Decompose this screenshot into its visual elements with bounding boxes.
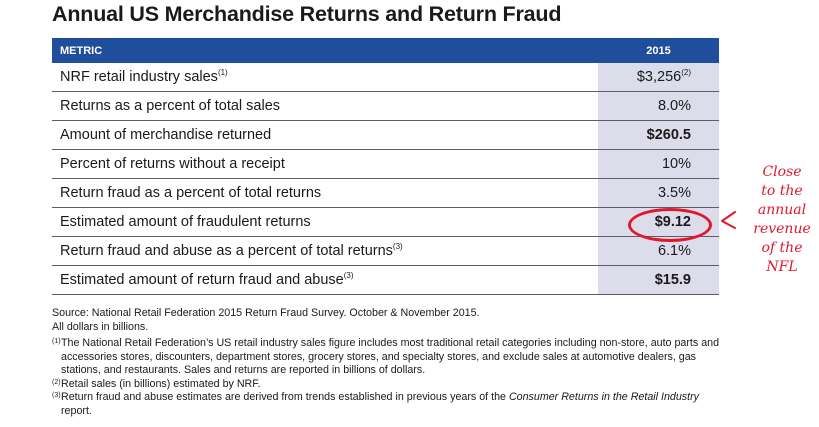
notes-section: Source: National Retail Federation 2015 … <box>52 307 732 418</box>
metric-value-text: $260.5 <box>646 127 691 143</box>
metric-value: 10% <box>598 149 719 179</box>
metrics-table: METRIC 2015 NRF retail industry sales(1)… <box>52 38 719 295</box>
table-row: Return fraud and abuse as a percent of t… <box>52 236 719 266</box>
annotation-line: of the <box>761 240 803 256</box>
table-row: Return fraud as a percent of total retur… <box>52 178 719 208</box>
metric-value-text: 10% <box>661 156 691 172</box>
metric-value-text: 6.1% <box>657 243 691 259</box>
metric-column-header: METRIC <box>52 38 598 63</box>
source-note: Source: National Retail Federation 2015 … <box>52 307 480 319</box>
footnote-ref: (1) <box>217 68 228 78</box>
metric-label: Returns as a percent of total sales <box>52 91 598 121</box>
metric-value-text: 3.5% <box>657 185 691 201</box>
table-row: NRF retail industry sales(1) $3,256(2) <box>52 63 719 92</box>
metric-value: $3,256(2) <box>598 63 719 92</box>
footnote-text-part: Return fraud and abuse estimates are der… <box>61 391 509 403</box>
metric-value: $15.9 <box>598 265 719 295</box>
table-row: Percent of returns without a receipt 10% <box>52 149 719 179</box>
metric-label: NRF retail industry sales(1) <box>52 63 598 92</box>
metric-label-text: Amount of merchandise returned <box>60 127 272 143</box>
metric-label: Return fraud and abuse as a percent of t… <box>52 236 598 266</box>
metric-value-text: 8.0% <box>657 98 691 114</box>
footnote-ref: (3) <box>343 271 354 281</box>
footnote-ref: (2) <box>681 68 691 78</box>
table-row: Estimated amount of return fraud and abu… <box>52 265 719 295</box>
metric-label-text: NRF retail industry sales <box>60 69 218 85</box>
highlight-circle <box>628 208 712 242</box>
table-row: Estimated amount of fraudulent returns $9… <box>52 207 719 237</box>
table-body: NRF retail industry sales(1) $3,256(2) Ret… <box>52 63 719 295</box>
footnote-text-part: report. <box>61 404 92 417</box>
year-column-header: 2015 <box>598 38 719 63</box>
table-row: Returns as a percent of total sales 8.0% <box>52 91 719 121</box>
metric-label-text: Percent of returns without a receipt <box>60 156 285 172</box>
metric-value-text: $15.9 <box>654 272 691 288</box>
metric-value: $260.5 <box>598 120 719 150</box>
footnote-mark: (3) <box>52 392 61 399</box>
metric-label: Amount of merchandise returned <box>52 120 598 150</box>
annotation-line: revenue <box>753 221 811 237</box>
annotation-line: annual <box>757 202 807 218</box>
metric-label-text: Returns as a percent of total sales <box>60 98 281 114</box>
report-title: Consumer Returns in the Retail Industry <box>508 391 700 403</box>
footnote-mark: (2) <box>52 378 61 386</box>
metric-label-text: Estimated amount of return fraud and abu… <box>60 272 344 288</box>
annotation-line: to the <box>761 183 803 199</box>
footnote-text: Retail sales (in billions) estimated by … <box>61 377 261 390</box>
metric-label-text: Estimated amount of fraudulent returns <box>60 214 311 230</box>
metric-label: Return fraud as a percent of total retur… <box>52 178 598 208</box>
footnote-mark: (1) <box>52 338 61 345</box>
page-title: Annual US Merchandise Returns and Return… <box>52 2 562 26</box>
footnote-ref: (3) <box>392 242 403 252</box>
annotation-arrow-icon <box>721 211 736 229</box>
metric-label: Estimated amount of fraudulent returns <box>52 207 598 237</box>
metric-label: Estimated amount of return fraud and abu… <box>52 265 598 295</box>
footnote-text: Return fraud and abuse estimates are der… <box>61 391 732 418</box>
footnote-3: (3) Return fraud and abuse estimates are… <box>52 391 732 418</box>
metric-label-text: Return fraud as a percent of total retur… <box>60 185 322 201</box>
units-note: All dollars in billions. <box>52 320 149 333</box>
metric-value: 8.0% <box>598 91 719 121</box>
metric-label: Percent of returns without a receipt <box>52 149 598 179</box>
table-header-row: METRIC 2015 <box>52 38 719 63</box>
metric-value-text: $3,256 <box>636 69 682 85</box>
table-row: Amount of merchandise returned $260.5 <box>52 120 719 150</box>
handwritten-annotation: Close to the annual revenue of the NFL <box>737 163 819 277</box>
annotation-line: NFL <box>766 259 798 275</box>
footnote-2: (2) Retail sales (in billions) estimated… <box>52 378 732 392</box>
metric-value: 3.5% <box>598 178 719 208</box>
metric-label-text: Return fraud and abuse as a percent of t… <box>60 243 393 259</box>
footnote-text: The National Retail Federation’s US reta… <box>61 337 720 376</box>
footnote-1: (1) The National Retail Federation’s US … <box>52 337 732 378</box>
annotation-line: Close <box>762 164 802 180</box>
